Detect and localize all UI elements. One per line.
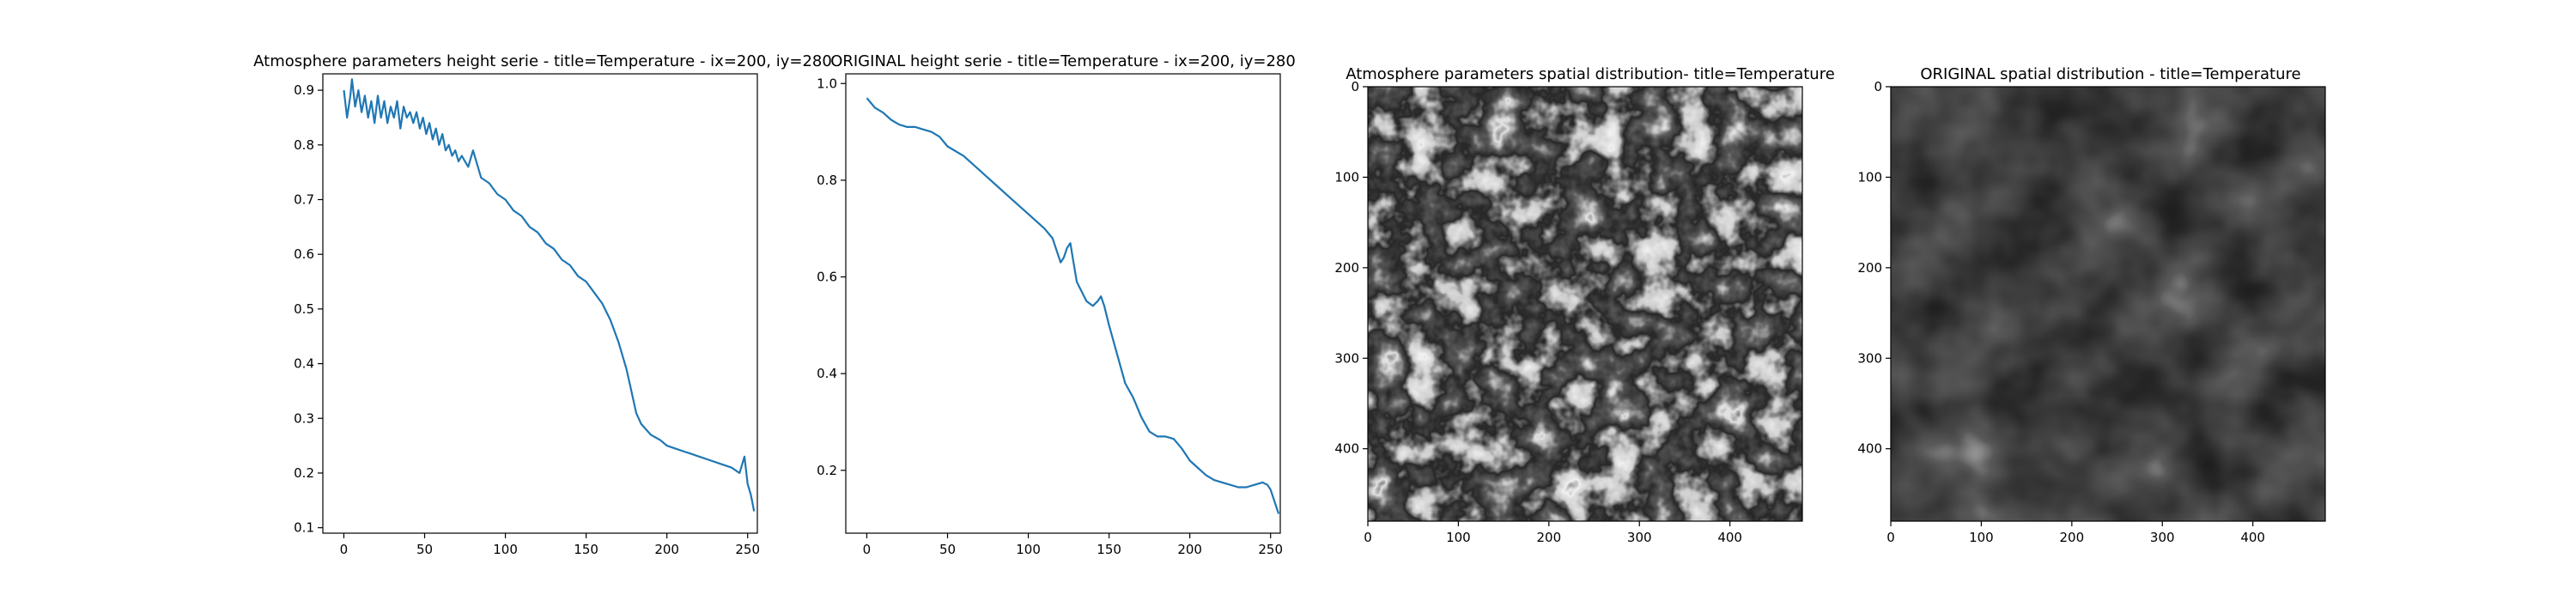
y-tick-label: 0.8 [817, 173, 837, 188]
x-tick-label: 0 [1886, 530, 1895, 545]
y-axis-ticks: 0.2 0.4 0.6 0.8 1.0 [817, 76, 846, 478]
y-tick-label: 0.1 [294, 520, 314, 536]
x-tick-label: 50 [416, 542, 433, 557]
y-tick-label: 100 [1857, 169, 1882, 185]
x-tick-label: 300 [1627, 530, 1652, 545]
plot-frame [845, 73, 1281, 534]
x-tick-label: 400 [1717, 530, 1742, 545]
x-tick-label: 250 [735, 542, 760, 557]
y-axis-ticks: 0 100 200 300 400 [1857, 79, 1891, 457]
series-line [343, 78, 756, 512]
heatmap-image [1891, 87, 2325, 521]
y-tick-label: 300 [1334, 350, 1359, 366]
y-tick-label: 0.6 [294, 246, 314, 262]
y-tick-label: 300 [1857, 350, 1882, 366]
plot-frame [322, 73, 758, 534]
chart-title: ORIGINAL height serie - title=Temperatur… [830, 52, 1296, 70]
x-tick-label: 200 [2060, 530, 2085, 545]
original-height-serie-panel: ORIGINAL height serie - title=Temperatur… [817, 52, 1296, 557]
y-tick-label: 400 [1857, 441, 1882, 457]
y-tick-label: 0.3 [294, 410, 314, 426]
y-tick-label: 0 [1351, 79, 1359, 94]
x-axis-ticks: 0 50 100 150 200 250 [863, 533, 1283, 557]
x-tick-label: 200 [654, 542, 679, 557]
x-tick-label: 100 [493, 542, 518, 557]
y-tick-label: 0 [1874, 79, 1882, 94]
x-tick-label: 100 [1446, 530, 1471, 545]
y-tick-label: 0.6 [817, 270, 837, 285]
x-tick-label: 150 [1097, 542, 1121, 557]
y-tick-label: 0.8 [294, 137, 314, 153]
y-tick-label: 1.0 [817, 76, 837, 91]
x-tick-label: 200 [1537, 530, 1562, 545]
x-axis-ticks: 0 100 200 300 400 [1886, 521, 2265, 545]
y-tick-label: 0.4 [817, 366, 837, 381]
x-tick-label: 0 [340, 542, 349, 557]
y-tick-label: 0.2 [294, 465, 314, 481]
x-tick-label: 0 [863, 542, 872, 557]
atmosphere-spatial-distribution-panel: Atmosphere parameters spatial distributi… [1334, 65, 1834, 545]
chart-title: ORIGINAL spatial distribution - title=Te… [1920, 65, 2300, 83]
y-tick-label: 200 [1334, 260, 1359, 276]
y-tick-label: 0.5 [294, 301, 314, 317]
original-spatial-distribution-panel: ORIGINAL spatial distribution - title=Te… [1857, 65, 2326, 545]
image-frame [1367, 86, 1803, 522]
x-tick-label: 200 [1177, 542, 1202, 557]
x-tick-label: 100 [1969, 530, 1994, 545]
y-tick-label: 200 [1857, 260, 1882, 276]
x-tick-label: 300 [2150, 530, 2175, 545]
atmosphere-height-serie-panel: Atmosphere parameters height serie - tit… [253, 52, 832, 557]
x-axis-ticks: 0 100 200 300 400 [1364, 521, 1742, 545]
x-tick-label: 400 [2240, 530, 2265, 545]
x-tick-label: 50 [939, 542, 956, 557]
y-axis-ticks: 0.1 0.2 0.3 0.4 0.5 0.6 0.7 0.8 0.9 [294, 82, 323, 536]
y-tick-label: 0.4 [294, 356, 314, 372]
x-axis-ticks: 0 50 100 150 200 250 [340, 533, 760, 557]
y-tick-label: 0.2 [817, 463, 837, 478]
chart-title: Atmosphere parameters spatial distributi… [1346, 65, 1835, 83]
y-tick-label: 0.9 [294, 82, 314, 98]
y-axis-ticks: 0 100 200 300 400 [1334, 79, 1368, 457]
series-line [866, 97, 1280, 514]
y-tick-label: 100 [1334, 169, 1359, 185]
y-tick-label: 0.7 [294, 191, 314, 207]
chart-title: Atmosphere parameters height serie - tit… [253, 52, 832, 70]
y-tick-label: 400 [1334, 441, 1359, 457]
x-tick-label: 150 [574, 542, 598, 557]
x-tick-label: 250 [1258, 542, 1283, 557]
x-tick-label: 100 [1016, 542, 1041, 557]
heatmap-image [1368, 87, 1802, 521]
image-frame [1890, 86, 2326, 522]
x-tick-label: 0 [1364, 530, 1372, 545]
